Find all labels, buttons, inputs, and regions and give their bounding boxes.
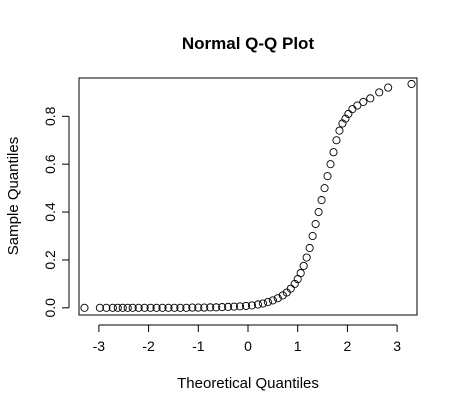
data-point (230, 302, 239, 311)
data-point (247, 301, 257, 310)
data-point (314, 208, 323, 217)
x-tick-label: 2 (344, 338, 352, 354)
data-point (253, 300, 262, 309)
data-point (384, 83, 393, 92)
y-tick-label: 0.0 (42, 298, 58, 318)
data-point (268, 296, 277, 305)
data-point (263, 298, 272, 307)
data-point (194, 303, 203, 312)
data-point (152, 303, 161, 312)
x-axis: -3 -2 -1 0 1 2 3 (93, 324, 401, 354)
data-point (206, 303, 215, 312)
data-point (320, 184, 329, 193)
x-tick-label: -1 (192, 338, 205, 354)
data-point (102, 303, 111, 312)
data-point (212, 303, 221, 312)
data-point (146, 303, 155, 312)
data-point (200, 303, 209, 312)
data-point (299, 261, 308, 270)
data-point (140, 303, 149, 312)
data-point (305, 243, 314, 253)
data-point (170, 303, 179, 312)
data-point (235, 302, 245, 311)
data-points (80, 79, 416, 312)
data-point (188, 303, 197, 312)
y-axis: 0.0 0.2 0.4 0.6 0.8 (42, 106, 70, 318)
data-point (134, 303, 143, 312)
data-point (323, 172, 332, 181)
data-point (158, 303, 167, 312)
data-point (218, 303, 227, 312)
data-point (113, 303, 122, 312)
data-point (332, 136, 341, 145)
data-point (311, 219, 320, 229)
data-point (344, 109, 353, 118)
data-point (108, 303, 117, 312)
x-tick-label: -2 (142, 338, 155, 354)
data-point (407, 79, 416, 89)
data-point (341, 114, 350, 123)
x-tick-label: 0 (244, 338, 252, 354)
data-point (335, 126, 344, 135)
data-point (241, 301, 251, 310)
data-point (359, 97, 368, 106)
chart-title: Normal Q-Q Plot (182, 34, 315, 53)
data-point (286, 284, 295, 293)
data-point (273, 294, 282, 303)
data-point (308, 231, 317, 241)
data-point (164, 303, 173, 312)
x-tick-label: -3 (93, 338, 106, 354)
data-point (375, 88, 384, 97)
data-point (338, 119, 347, 128)
data-point (95, 303, 104, 312)
data-point (128, 303, 137, 312)
x-tick-label: 1 (294, 338, 302, 354)
data-point (353, 101, 362, 110)
data-point (258, 299, 267, 308)
data-point (182, 303, 191, 312)
data-point (176, 303, 185, 312)
plot-area-frame (78, 77, 418, 316)
data-point (366, 94, 375, 103)
y-axis-label: Sample Quantiles (5, 137, 22, 255)
y-tick-label: 0.2 (42, 250, 58, 270)
x-axis-label: Theoretical Quantiles (177, 375, 319, 392)
data-point (290, 279, 299, 288)
y-tick-label: 0.4 (42, 202, 58, 222)
data-point (326, 160, 335, 169)
data-point (123, 303, 132, 312)
data-point (118, 303, 127, 312)
data-point (302, 253, 311, 262)
x-tick-label: 3 (393, 338, 401, 354)
data-point (317, 196, 326, 205)
data-point (224, 302, 233, 311)
data-point (80, 303, 89, 312)
y-tick-label: 0.6 (42, 154, 58, 174)
y-tick-label: 0.8 (42, 106, 58, 126)
data-point (296, 269, 305, 278)
data-point (329, 148, 338, 157)
